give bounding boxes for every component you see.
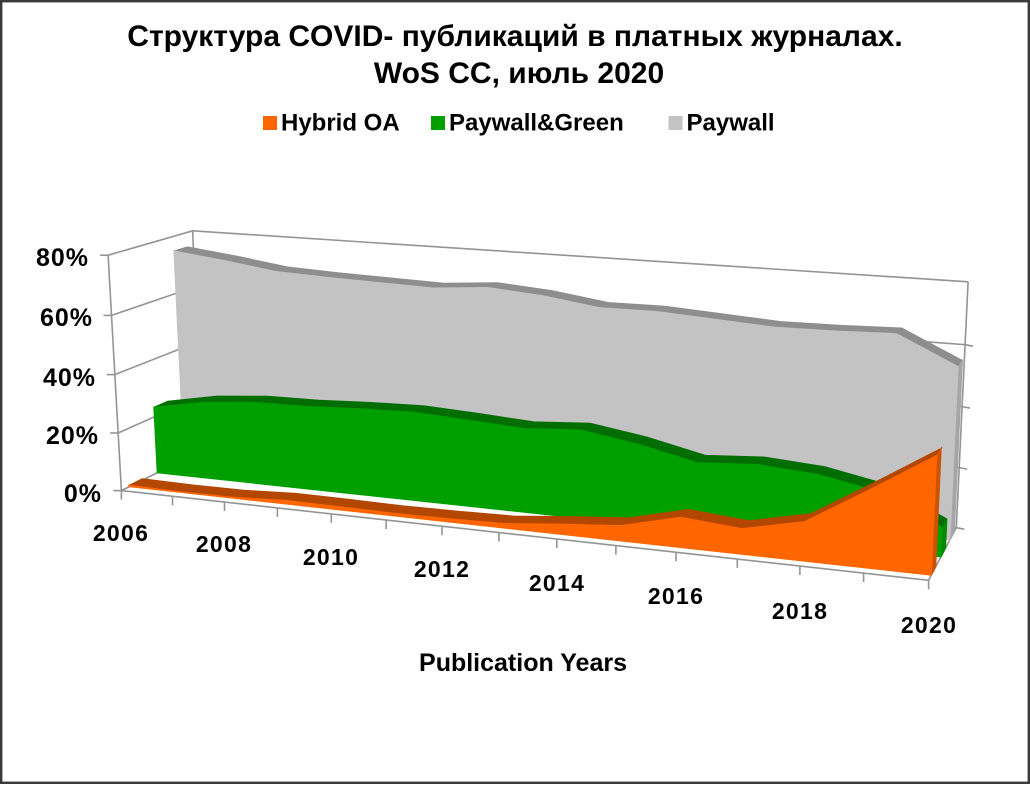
- svg-text:0%: 0%: [64, 480, 102, 508]
- svg-text:Hybrid OA: Hybrid OA: [281, 110, 400, 137]
- svg-text:Paywall&Green: Paywall&Green: [449, 110, 624, 137]
- svg-text:2012: 2012: [414, 556, 470, 582]
- svg-text:2014: 2014: [529, 570, 585, 596]
- svg-text:2020: 2020: [901, 612, 957, 638]
- svg-text:2016: 2016: [648, 583, 704, 609]
- svg-text:20%: 20%: [46, 422, 99, 450]
- svg-text:80%: 80%: [36, 244, 89, 272]
- svg-text:60%: 60%: [40, 304, 93, 332]
- svg-text:Структура COVID- публикаций в: Структура COVID- публикаций в платных жу…: [127, 20, 902, 53]
- svg-text:Paywall: Paywall: [687, 110, 775, 137]
- svg-text:Publication Years: Publication Years: [419, 649, 627, 677]
- svg-text:2008: 2008: [196, 531, 252, 557]
- svg-text:40%: 40%: [43, 364, 96, 392]
- svg-text:2010: 2010: [303, 544, 359, 570]
- svg-text:WoS CC, июль 2020: WoS CC, июль 2020: [374, 57, 664, 90]
- svg-text:2006: 2006: [93, 520, 149, 546]
- svg-text:2018: 2018: [772, 598, 828, 624]
